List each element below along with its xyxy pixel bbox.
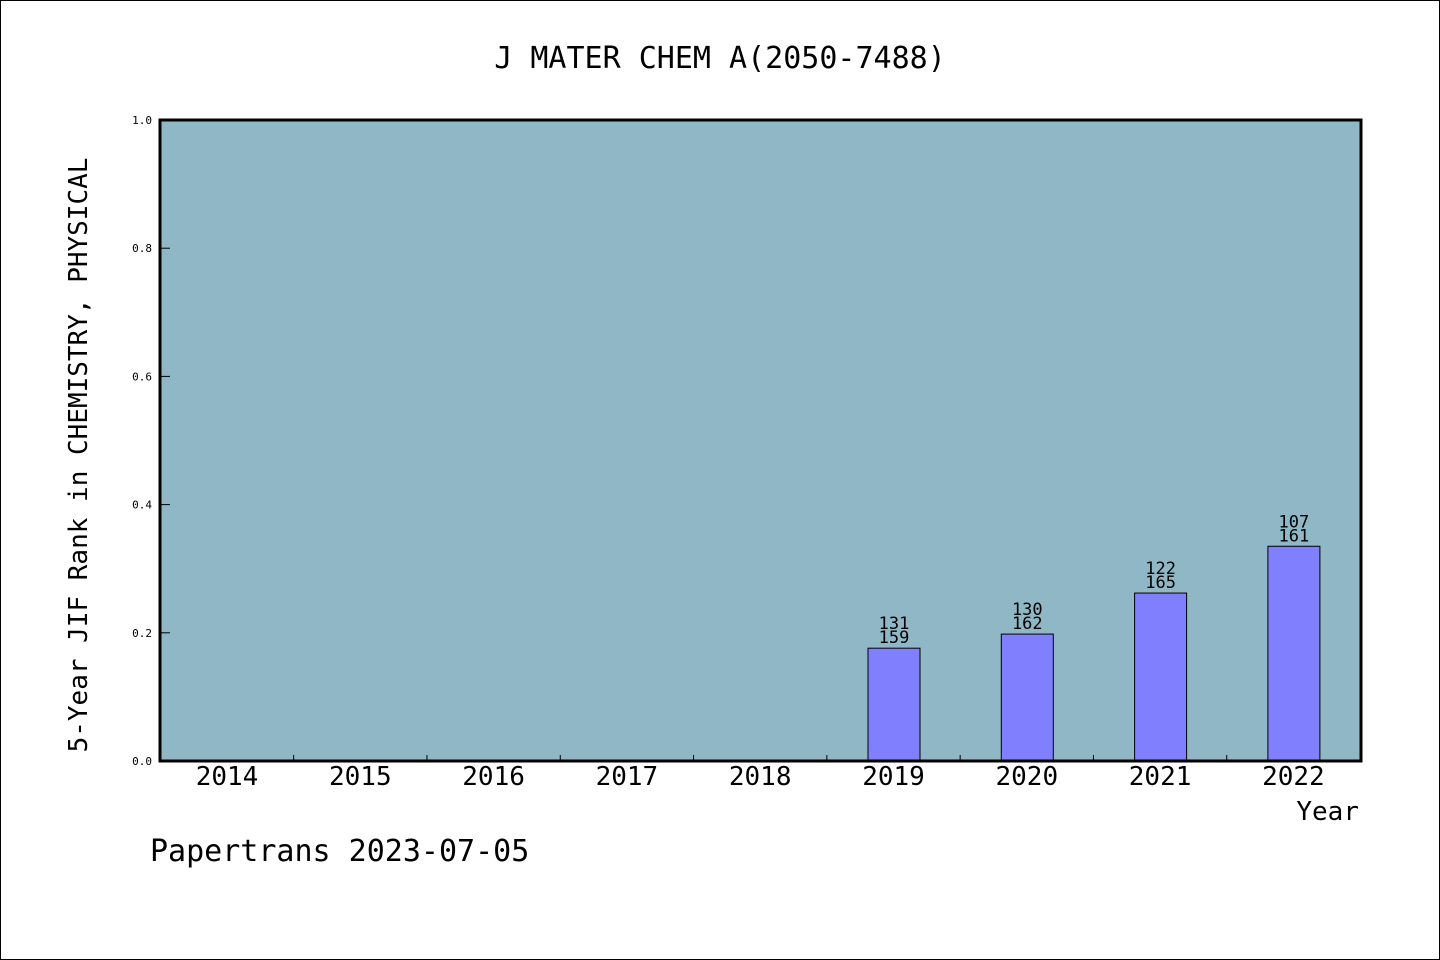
bar-label-rank-2022: 107 <box>1279 512 1310 532</box>
bar-2022 <box>1267 545 1321 762</box>
footer-text: Papertrans 2023-07-05 <box>150 834 530 869</box>
y-tick-label: 0.8 <box>132 242 152 255</box>
y-tick-label: 0.2 <box>132 627 152 640</box>
bar-label-total-2022: 161 <box>1279 526 1310 546</box>
x-tick-label-2018: 2018 <box>729 762 792 792</box>
y-tick-label: 0.0 <box>132 755 152 768</box>
x-tick-label-2017: 2017 <box>596 762 659 792</box>
y-tick-label: 1.0 <box>132 114 152 127</box>
bar-2021 <box>1134 592 1188 762</box>
bar-label-rank-2021: 122 <box>1145 559 1176 579</box>
x-tick-label-2019: 2019 <box>862 762 925 792</box>
bar-label-rank-2020: 130 <box>1012 600 1043 620</box>
bar-label-total-2021: 165 <box>1145 573 1176 593</box>
bar-2020 <box>1000 633 1054 762</box>
x-axis: 2014 2015 2016 2017 2018 2019 2020 2021 2022 <box>196 755 1325 792</box>
plot-border <box>158 118 1363 763</box>
x-tick-label-2016: 2016 <box>462 762 525 792</box>
bar-series <box>867 545 1321 762</box>
x-tick-label-2021: 2021 <box>1129 762 1192 792</box>
x-axis-label: Year <box>1296 797 1359 827</box>
x-tick-label-2015: 2015 <box>329 762 392 792</box>
y-tick-label: 0.6 <box>132 370 152 383</box>
x-tick-label-2020: 2020 <box>995 762 1058 792</box>
chart-title: J MATER CHEM A(2050-7488) <box>494 41 946 76</box>
bar-label-total-2020: 162 <box>1012 614 1043 634</box>
bar-label-rank-2019: 131 <box>879 614 910 634</box>
x-tick-label-2014: 2014 <box>196 762 259 792</box>
bar-label-total-2019: 159 <box>879 628 910 648</box>
y-axis-label: 5-Year JIF Rank in CHEMISTRY, PHYSICAL <box>64 158 94 753</box>
y-tick-label: 0.4 <box>132 499 152 512</box>
x-tick-label-2022: 2022 <box>1262 762 1325 792</box>
bar-2019 <box>867 647 921 762</box>
